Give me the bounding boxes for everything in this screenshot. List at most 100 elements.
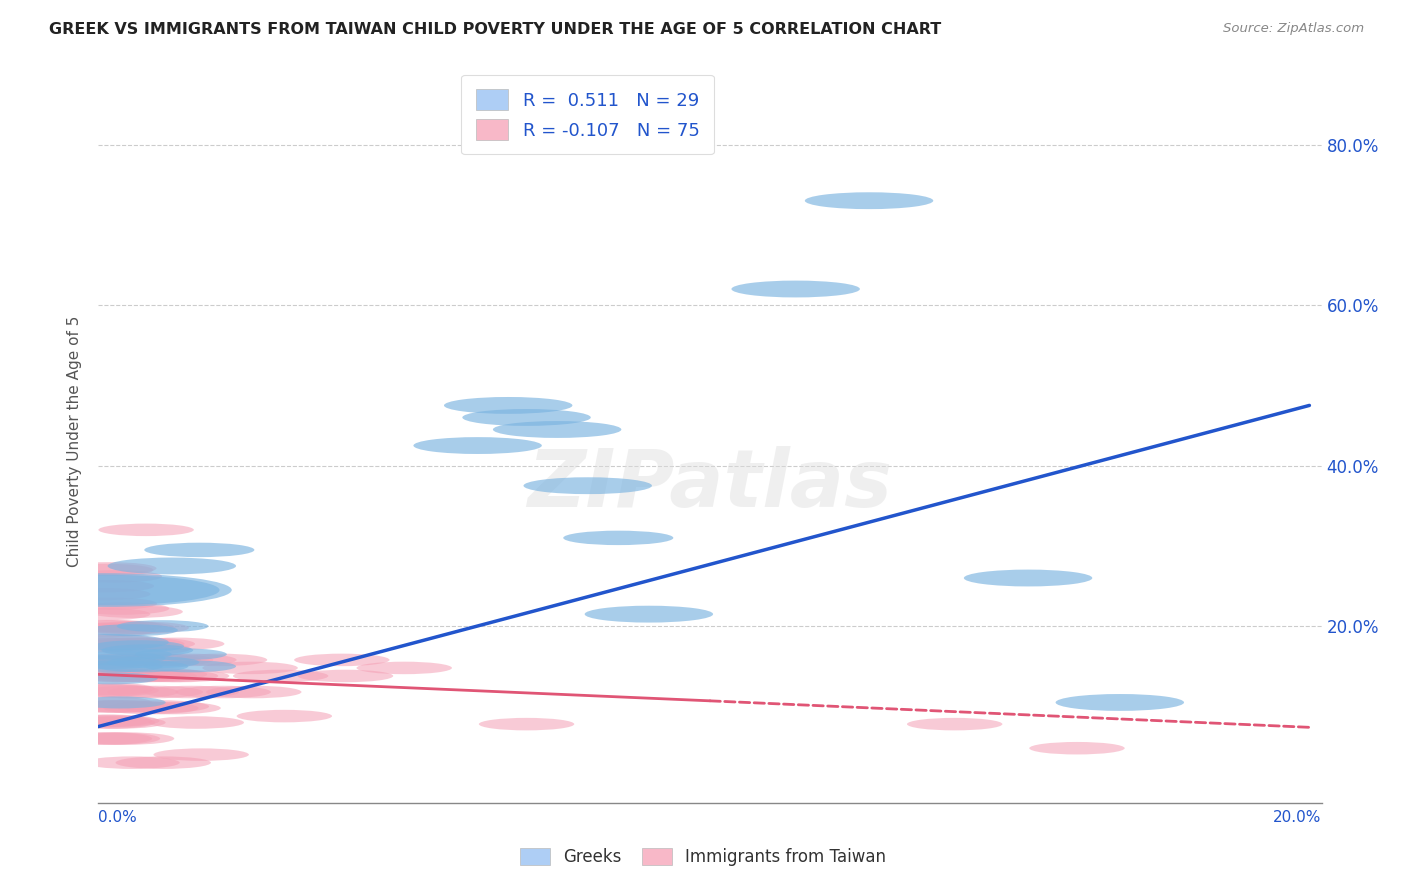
Circle shape	[84, 756, 180, 769]
Circle shape	[112, 668, 207, 681]
Circle shape	[585, 606, 713, 623]
Circle shape	[141, 654, 236, 666]
Circle shape	[479, 718, 574, 731]
Circle shape	[172, 654, 267, 666]
Legend: R =  0.511   N = 29, R = -0.107   N = 75: R = 0.511 N = 29, R = -0.107 N = 75	[461, 75, 714, 154]
Circle shape	[103, 702, 198, 714]
Circle shape	[105, 654, 201, 666]
Circle shape	[93, 640, 184, 652]
Circle shape	[202, 662, 298, 674]
Circle shape	[463, 409, 591, 425]
Circle shape	[153, 748, 249, 761]
Circle shape	[145, 542, 254, 558]
Circle shape	[63, 666, 159, 679]
Circle shape	[1056, 694, 1184, 711]
Circle shape	[100, 638, 195, 650]
Circle shape	[70, 716, 166, 729]
Circle shape	[97, 660, 188, 673]
Circle shape	[86, 624, 179, 636]
Circle shape	[60, 716, 155, 729]
Circle shape	[108, 686, 202, 698]
Circle shape	[117, 620, 208, 632]
Circle shape	[63, 684, 159, 697]
Circle shape	[804, 193, 934, 209]
Circle shape	[0, 574, 219, 606]
Circle shape	[98, 524, 194, 536]
Circle shape	[66, 570, 162, 582]
Circle shape	[69, 670, 165, 682]
Circle shape	[56, 696, 152, 709]
Circle shape	[96, 642, 191, 655]
Circle shape	[357, 662, 451, 674]
Circle shape	[444, 397, 572, 414]
Circle shape	[907, 718, 1002, 731]
Circle shape	[122, 670, 218, 682]
Circle shape	[129, 638, 225, 650]
Circle shape	[236, 710, 332, 723]
Circle shape	[51, 655, 160, 670]
Circle shape	[176, 686, 271, 698]
Circle shape	[55, 607, 150, 621]
Circle shape	[233, 670, 329, 682]
Circle shape	[82, 654, 177, 666]
Text: Source: ZipAtlas.com: Source: ZipAtlas.com	[1223, 22, 1364, 36]
Circle shape	[564, 531, 673, 545]
Circle shape	[56, 732, 152, 745]
Circle shape	[77, 700, 173, 713]
Legend: Greeks, Immigrants from Taiwan: Greeks, Immigrants from Taiwan	[513, 841, 893, 873]
Circle shape	[413, 437, 541, 454]
Circle shape	[118, 654, 214, 666]
Circle shape	[298, 670, 394, 682]
Circle shape	[65, 732, 160, 745]
Circle shape	[731, 281, 860, 297]
Circle shape	[108, 558, 236, 574]
Circle shape	[80, 648, 172, 660]
Circle shape	[125, 702, 221, 714]
Circle shape	[87, 606, 183, 618]
Circle shape	[60, 562, 156, 574]
Circle shape	[56, 684, 152, 697]
Circle shape	[1029, 742, 1125, 755]
Circle shape	[56, 638, 150, 650]
Circle shape	[59, 580, 155, 592]
Circle shape	[56, 714, 152, 727]
Circle shape	[207, 686, 301, 698]
Circle shape	[294, 654, 389, 666]
Circle shape	[134, 670, 229, 682]
Circle shape	[75, 638, 170, 650]
Circle shape	[965, 570, 1092, 586]
Circle shape	[67, 654, 163, 666]
Text: GREEK VS IMMIGRANTS FROM TAIWAN CHILD POVERTY UNDER THE AGE OF 5 CORRELATION CHA: GREEK VS IMMIGRANTS FROM TAIWAN CHILD PO…	[49, 22, 942, 37]
Circle shape	[62, 634, 157, 647]
Text: 0.0%: 0.0%	[98, 810, 138, 825]
Circle shape	[53, 640, 149, 653]
Circle shape	[91, 670, 187, 682]
Circle shape	[56, 620, 150, 632]
Circle shape	[114, 700, 209, 713]
Circle shape	[80, 622, 176, 634]
Circle shape	[494, 421, 621, 438]
Circle shape	[62, 598, 157, 610]
Circle shape	[115, 756, 211, 769]
Circle shape	[75, 697, 166, 708]
Circle shape	[101, 644, 193, 657]
Circle shape	[56, 651, 166, 665]
Text: ZIPatlas: ZIPatlas	[527, 446, 893, 524]
Circle shape	[75, 602, 169, 615]
Circle shape	[83, 686, 179, 698]
Circle shape	[135, 648, 226, 660]
Circle shape	[145, 660, 236, 673]
Circle shape	[55, 588, 150, 600]
Circle shape	[66, 673, 157, 684]
Y-axis label: Child Poverty Under the Age of 5: Child Poverty Under the Age of 5	[67, 316, 83, 567]
Circle shape	[0, 574, 232, 607]
Circle shape	[89, 638, 184, 650]
Circle shape	[108, 657, 200, 668]
Circle shape	[76, 670, 172, 682]
Circle shape	[59, 682, 155, 695]
Text: 20.0%: 20.0%	[1274, 810, 1322, 825]
Circle shape	[101, 670, 197, 682]
Circle shape	[65, 714, 160, 727]
Circle shape	[56, 668, 152, 681]
Circle shape	[58, 564, 153, 576]
